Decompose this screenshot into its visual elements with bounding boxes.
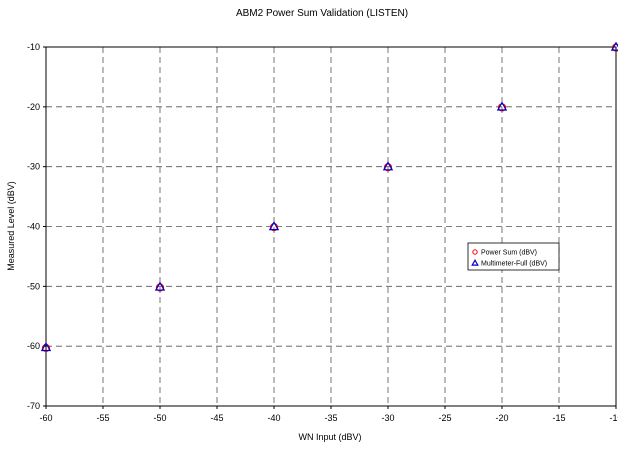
x-tick-label: -60 [39,413,52,423]
legend-label: Power Sum (dBV) [481,250,537,257]
x-tick-label: -45 [210,413,223,423]
y-tick-label: -10 [27,42,40,52]
x-tick-label: -20 [495,413,508,423]
tick-labels: -60 -55 -50 -45 -40 -35 -30 -25 -20 -15 -10 -10 -20 -… [27,42,618,423]
legend-label: Multimeter-Full (dBV) [481,261,547,268]
grid [46,47,616,406]
y-axis-label: Measured Level (dBV) [6,181,16,271]
y-tick-label: -70 [27,401,40,411]
y-tick-label: -50 [27,281,40,291]
x-tick-label: -15 [552,413,565,423]
x-tick-label: -25 [438,413,451,423]
data-marks [42,43,618,352]
legend: Power Sum (dBV) Multimeter-Full (dBV) [468,243,559,270]
x-tick-label: -55 [96,413,109,423]
y-tick-label: -20 [27,102,40,112]
x-tick-label: -40 [267,413,280,423]
y-tick-label: -40 [27,222,40,232]
y-tick-label: -60 [27,341,40,351]
x-tick-label: -35 [324,413,337,423]
x-tick-label: -50 [153,413,166,423]
x-tick-label: -30 [381,413,394,423]
chart-title: ABM2 Power Sum Validation (LISTEN) [236,8,408,19]
x-axis-label: WN Input (dBV) [298,432,361,442]
x-tick-label: -10 [609,413,618,423]
y-tick-label: -30 [27,162,40,172]
